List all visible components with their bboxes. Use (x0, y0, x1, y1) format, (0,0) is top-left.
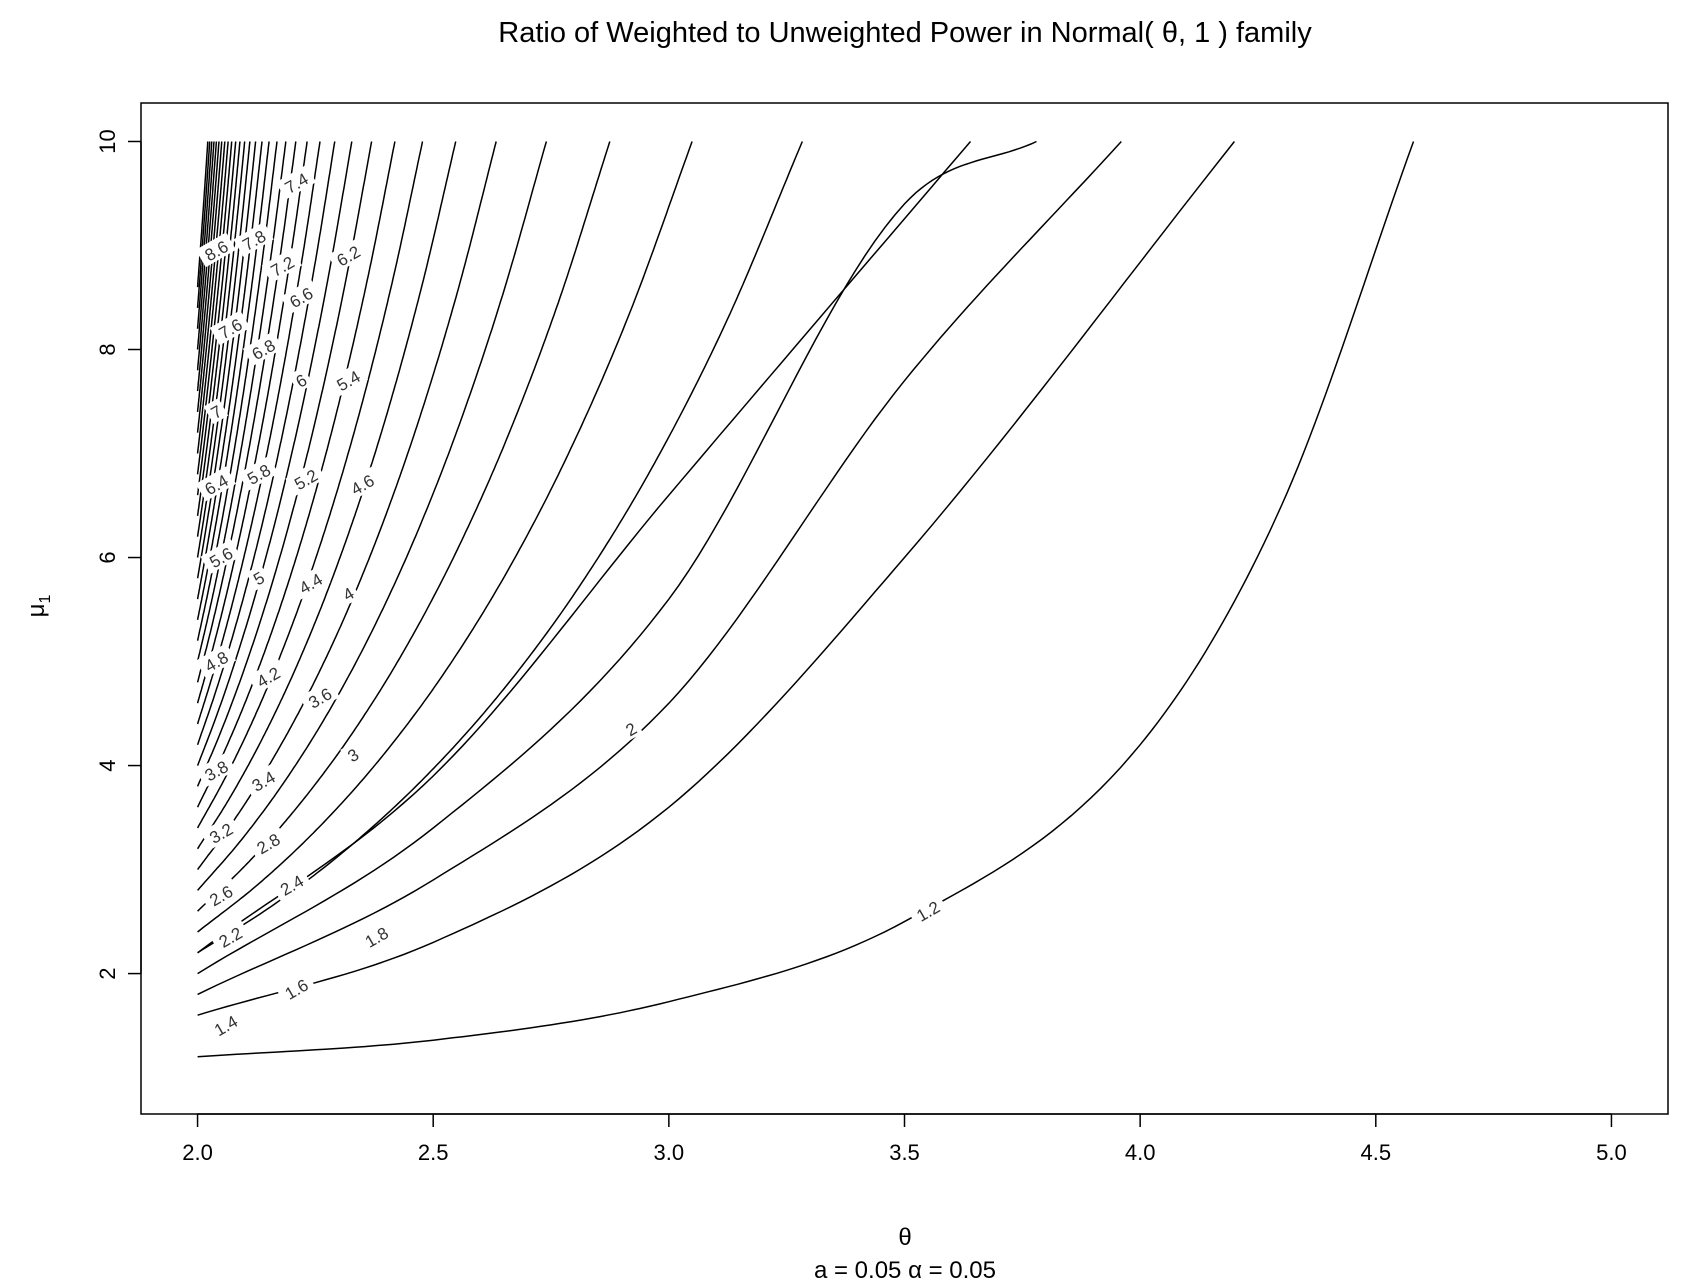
contour-line-3-6 (196, 141, 396, 808)
contour-line-7-2 (196, 141, 226, 433)
contour-label-1-8: 1.8 (355, 918, 397, 954)
contour-label-3-6: 3.6 (299, 679, 340, 715)
contour-line-6 (196, 141, 251, 558)
contour-label-4-2: 4.2 (247, 658, 288, 694)
contour-line-8-4 (196, 141, 211, 308)
y-tick-label: 8 (95, 343, 120, 355)
contour-label-1-2: 1.2 (907, 892, 948, 928)
x-tick-label: 4.5 (1360, 1140, 1391, 1165)
x-tick-label: 4.0 (1125, 1140, 1156, 1165)
contour-label-1-6: 1.6 (275, 970, 317, 1006)
contour-label-5: 5 (245, 564, 271, 591)
contour-line-3-8 (196, 141, 373, 787)
contour-label-3-4: 3.4 (242, 762, 284, 798)
contour-line-2-8 (197, 141, 548, 891)
x-tick-label: 3.0 (654, 1140, 685, 1165)
chart-caption: a = 0.05 α = 0.05 (814, 1257, 996, 1284)
contour-line-1-6 (197, 140, 1122, 996)
x-tick-label: 3.5 (889, 1140, 920, 1165)
chart-title: Ratio of Weighted to Unweighted Power in… (498, 17, 1312, 49)
contour-label-3-2: 3.2 (200, 814, 241, 850)
contour-label-6: 6 (288, 366, 314, 393)
contour-line-7-4 (196, 141, 223, 412)
contour-label-7: 7 (203, 398, 229, 424)
contour-line-8-6 (196, 141, 209, 288)
y-tick-label: 10 (95, 129, 120, 153)
contour-line-5 (196, 141, 287, 662)
x-axis-label: θ (898, 1224, 911, 1251)
contour-label-2-6: 2.6 (200, 877, 241, 913)
y-axis-label-subscript: 1 (37, 595, 54, 604)
contour-labels: 1.21.41.61.822.22.42.62.833.23.43.63.844… (195, 164, 948, 1043)
plot-area-frame (140, 102, 1669, 1115)
contour-line-7-6 (196, 141, 220, 392)
contour-label-3: 3 (340, 741, 365, 768)
contour-lines (196, 140, 1415, 1058)
x-tick-label: 5.0 (1596, 1140, 1627, 1165)
y-axis-label: μ1 (23, 595, 54, 618)
contour-line-2 (197, 141, 972, 954)
contour-label-5-6: 5.6 (200, 539, 241, 575)
x-tick-label: 2.0 (182, 1140, 213, 1165)
contour-label-2: 2 (618, 715, 643, 742)
contour-label-4: 4 (335, 580, 361, 606)
contour-line-1-2 (197, 141, 1415, 1058)
contour-label-1-4: 1.4 (205, 1007, 246, 1043)
contour-label-5-2: 5.2 (285, 461, 326, 497)
contour-line-4 (196, 141, 353, 766)
x-axis: 2.0 2.5 3.0 3.5 4.0 4.5 5.0 (182, 1113, 1627, 1165)
contour-line-1-4 (197, 141, 1235, 1016)
contour-line-2-4 (197, 141, 693, 933)
contour-line-2-6 (197, 141, 611, 912)
y-axis-label-main: μ (23, 604, 50, 618)
contour-line-3-2 (196, 141, 457, 850)
contour-line-6-4 (196, 141, 241, 516)
y-tick-label: 4 (95, 759, 120, 771)
contour-line-7 (196, 141, 229, 454)
contour-label-4-4: 4.4 (290, 565, 331, 601)
contour-line-1-8 (197, 140, 1037, 975)
contour-label-3-8: 3.8 (195, 752, 237, 788)
contour-line-6-8 (196, 141, 233, 475)
x-tick-label: 2.5 (418, 1140, 449, 1165)
y-axis: 2 4 6 8 10 (95, 129, 142, 980)
contour-label-5-8: 5.8 (238, 456, 279, 491)
contour-line-3 (196, 141, 497, 871)
contour-line-5-2 (196, 141, 278, 641)
y-tick-label: 6 (95, 551, 120, 563)
contour-line-8-2 (196, 141, 213, 329)
y-tick-label: 2 (95, 967, 120, 979)
contour-line-5-8 (196, 141, 257, 579)
contour-label-7-8: 7.8 (233, 222, 274, 257)
contour-label-4-6: 4.6 (341, 466, 383, 502)
